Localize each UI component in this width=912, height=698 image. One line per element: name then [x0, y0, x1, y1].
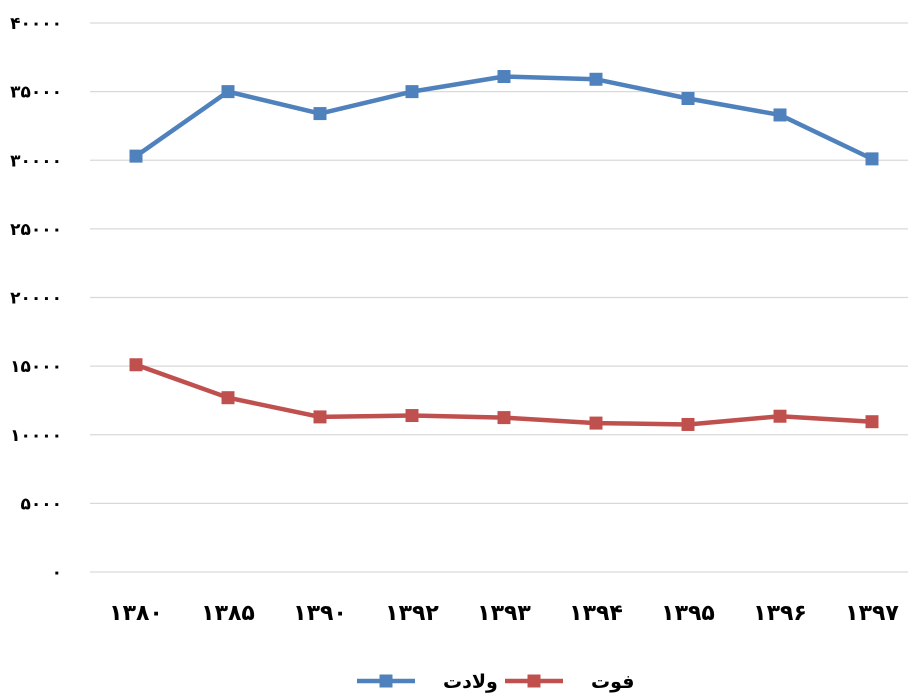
- x-tick-label: ۱۳۹۵: [661, 601, 715, 626]
- y-tick-label: ۲۰۰۰۰: [10, 289, 62, 309]
- data-point-marker: [773, 108, 787, 122]
- data-point-marker: [221, 391, 235, 405]
- legend-label: فوت: [591, 671, 634, 693]
- y-tick-label: ۲۵۰۰۰: [10, 220, 62, 240]
- x-tick-label: ۱۳۸۰: [109, 601, 163, 626]
- x-tick-label: ۱۳۹۶: [753, 601, 807, 626]
- y-tick-label: ۵۰۰۰: [20, 494, 62, 514]
- series-deaths: [129, 358, 879, 431]
- data-point-marker: [221, 85, 235, 99]
- data-point-marker: [681, 417, 695, 431]
- legend: ولادت فوت: [357, 671, 634, 693]
- y-tick-label: ۳۵۰۰۰: [10, 83, 62, 103]
- x-tick-label: ۱۳۹۷: [845, 601, 899, 626]
- y-tick-label: ۰: [52, 563, 62, 583]
- x-tick-label: ۱۳۹۰: [293, 601, 347, 626]
- data-point-marker: [865, 152, 879, 166]
- data-point-marker: [129, 358, 143, 372]
- data-point-marker: [865, 415, 879, 429]
- grid-lines: [90, 22, 908, 573]
- legend-item-births: ولادت: [357, 671, 498, 693]
- x-axis-ticks: ۱۳۸۰ ۱۳۸۵ ۱۳۹۰ ۱۳۹۲ ۱۳۹۳ ۱۳۹۴ ۱۳۹۵ ۱۳۹۶ ۱۳۹۷: [109, 601, 899, 626]
- data-point-marker: [313, 107, 327, 121]
- data-point-marker: [497, 411, 511, 425]
- legend-marker: [379, 674, 393, 688]
- data-point-marker: [589, 72, 603, 86]
- data-point-marker: [313, 410, 327, 424]
- y-tick-label: ۴۰۰۰۰: [10, 14, 62, 34]
- y-tick-label: ۱۰۰۰۰: [10, 426, 62, 446]
- series-births: [129, 70, 879, 166]
- data-point-marker: [497, 70, 511, 84]
- data-point-marker: [681, 91, 695, 105]
- x-tick-label: ۱۳۸۵: [201, 601, 255, 626]
- data-point-marker: [773, 409, 787, 423]
- x-tick-label: ۱۳۹۲: [385, 601, 439, 626]
- y-axis-ticks: ۰ ۵۰۰۰ ۱۰۰۰۰ ۱۵۰۰۰ ۲۰۰۰۰ ۲۵۰۰۰ ۳۰۰۰۰ ۳۵۰۰۰ ۴۰۰۰۰: [10, 14, 62, 583]
- legend-marker: [527, 674, 541, 688]
- series-layer: [129, 70, 879, 431]
- data-point-marker: [129, 149, 143, 163]
- data-point-marker: [405, 409, 419, 423]
- x-tick-label: ۱۳۹۳: [477, 601, 531, 626]
- legend-item-deaths: فوت: [505, 671, 634, 693]
- legend-label: ولادت: [443, 671, 498, 693]
- series-line: [133, 74, 875, 162]
- data-point-marker: [589, 416, 603, 430]
- x-tick-label: ۱۳۹۴: [569, 601, 623, 626]
- data-point-marker: [405, 85, 419, 99]
- y-tick-label: ۳۰۰۰۰: [10, 151, 62, 171]
- y-tick-label: ۱۵۰۰۰: [10, 357, 62, 377]
